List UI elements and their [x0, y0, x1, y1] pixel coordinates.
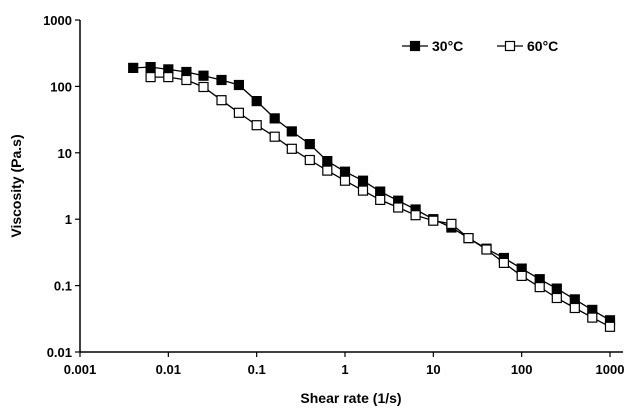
data-point-series-2: [357, 185, 369, 196]
data-point-series-2: [198, 81, 209, 93]
data-point-series-2: [481, 244, 492, 255]
x-tick-label: 1000: [596, 362, 625, 377]
y-tick-label: 10: [58, 146, 72, 161]
data-point-series-1: [322, 156, 333, 167]
x-axis-title: Shear rate (1/s): [300, 390, 401, 406]
data-point-series-1: [551, 283, 562, 294]
series-line-1: [133, 66, 611, 321]
x-tick-label: 0.1: [248, 362, 266, 377]
data-point-series-2: [534, 282, 545, 293]
y-tick-label: 1000: [43, 13, 72, 28]
data-point-series-2: [604, 321, 616, 332]
data-point-series-2: [569, 302, 580, 314]
data-point-series-1: [128, 62, 139, 74]
data-point-series-2: [375, 194, 386, 205]
y-tick-label: 0.1: [54, 279, 72, 294]
data-point-series-1: [216, 74, 227, 86]
data-point-series-1: [357, 175, 369, 186]
legend-label-2: 60°C: [527, 38, 558, 54]
data-point-series-2: [551, 292, 562, 304]
legend-label-1: 30°C: [432, 38, 463, 54]
series-markers: [128, 61, 616, 332]
data-point-series-1: [286, 126, 297, 137]
data-point-series-1: [198, 70, 209, 81]
y-tick-label: 0.01: [47, 345, 72, 360]
data-point-series-2: [251, 120, 262, 131]
data-point-series-1: [375, 186, 386, 197]
x-tick-label: 100: [511, 362, 533, 377]
y-tick-label: 100: [50, 79, 72, 94]
data-point-series-2: [587, 312, 598, 323]
x-tick-label: 1: [341, 362, 348, 377]
data-point-series-2: [393, 202, 404, 213]
data-point-series-2: [410, 210, 421, 221]
y-axis-title: Viscosity (Pa.s): [8, 134, 24, 237]
x-tick-label: 0.001: [64, 362, 97, 377]
x-tick-label: 10: [426, 362, 440, 377]
data-point-series-2: [286, 143, 297, 154]
data-point-series-2: [269, 131, 280, 142]
data-point-series-2: [339, 175, 351, 186]
data-point-series-1: [569, 294, 580, 305]
data-point-series-2: [163, 71, 174, 83]
data-point-series-2: [498, 257, 509, 268]
data-point-series-2: [216, 95, 227, 106]
data-point-series-1: [251, 95, 262, 107]
y-ticks: 0.01 0.1 1 10 100 1000: [43, 13, 80, 360]
data-point-series-2: [233, 107, 244, 118]
legend-marker-1: [409, 40, 421, 52]
legend-marker-2: [504, 40, 516, 52]
data-point-series-1: [339, 166, 351, 177]
y-tick-label: 1: [65, 212, 72, 227]
data-point-series-2: [304, 154, 315, 166]
data-point-series-2: [446, 218, 457, 229]
data-point-series-2: [516, 270, 527, 281]
data-point-series-2: [322, 165, 333, 176]
data-point-series-1: [269, 113, 280, 124]
x-tick-label: 0.01: [156, 362, 181, 377]
data-point-series-2: [428, 215, 439, 226]
data-point-series-1: [304, 139, 315, 150]
data-point-series-1: [233, 79, 244, 91]
data-point-series-1: [145, 61, 156, 73]
data-point-series-2: [181, 74, 192, 86]
legend: 30°C 60°C: [402, 38, 558, 54]
x-ticks: 0.001 0.01 0.1 1 10 100 1000: [64, 352, 625, 377]
plot-area: 0.001 0.01 0.1 1 10 100 1000 0.01 0.1 1 10 100 1000: [43, 13, 624, 377]
data-point-series-2: [463, 233, 474, 244]
data-point-series-2: [145, 71, 156, 83]
